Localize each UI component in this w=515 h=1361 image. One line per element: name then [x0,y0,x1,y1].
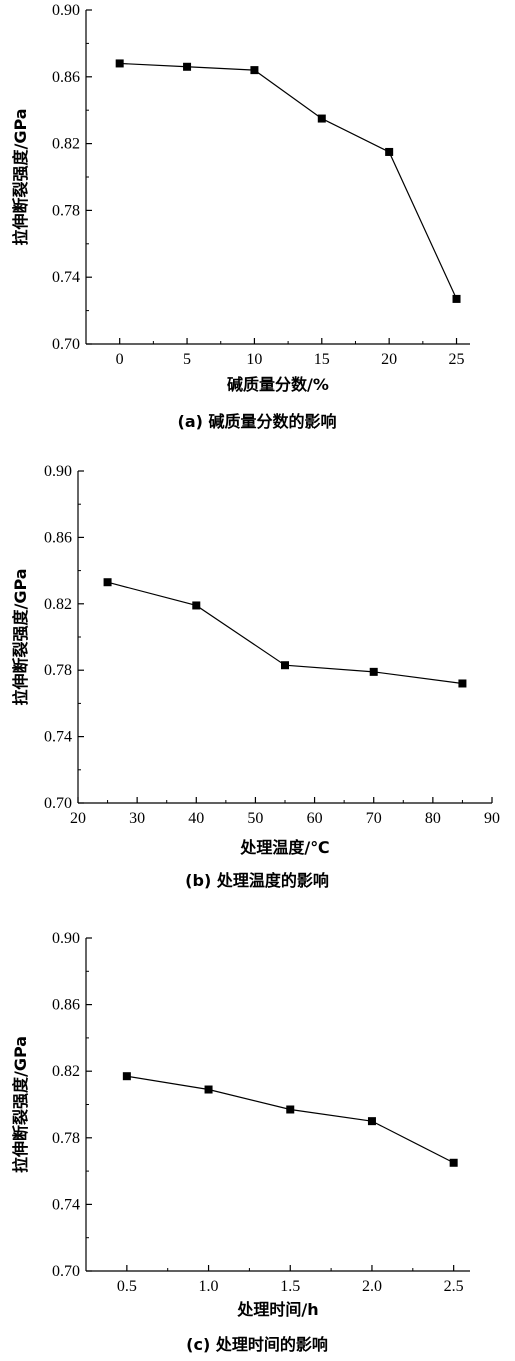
x-tick-label: 25 [449,351,465,368]
series-line [119,62,458,300]
data-point [103,578,112,587]
data-point [369,667,378,676]
x-tick-label: 80 [425,810,441,827]
x-tick-label: 30 [129,810,145,827]
x-tick-label: 70 [366,810,382,827]
data-point [122,1072,131,1081]
y-tick-label: 0.70 [44,795,72,812]
y-tick-label: 0.82 [52,1063,80,1080]
data-point [250,66,259,75]
x-axis-title: 碱质量分数/% [227,375,329,394]
panel-caption: (c) 处理时间的影响 [186,1335,328,1354]
y-tick-label: 0.82 [44,596,72,613]
x-tick-label: 1.0 [199,1278,219,1295]
y-axis-title: 拉伸断裂强度/GPa [11,1036,30,1173]
y-axis-title: 拉伸断裂强度/GPa [11,108,30,245]
series-line [126,1075,454,1164]
x-axis-title: 处理时间/h [236,1300,318,1319]
y-tick-label: 0.86 [44,529,72,546]
chart-panel-b: 0.70 0.74 0.78 0.82 0.86 0.90 20 30 40 50 60 70 80 90… [11,463,500,890]
chart-panel-c: 0.70 0.74 0.78 0.82 0.86 0.90 0.5 1.0 1.5 2.0 2.5 处… [11,930,470,1354]
y-tick-label: 0.78 [52,202,80,219]
x-tick-label: 20 [381,351,397,368]
data-point [115,59,124,68]
y-tick-label: 0.70 [52,336,80,353]
y-tick-label: 0.82 [52,136,80,153]
x-tick-label: 1.5 [280,1278,300,1295]
x-tick-label: 0.5 [117,1278,137,1295]
y-tick-label: 0.90 [52,930,80,947]
y-tick-label: 0.86 [52,69,80,86]
y-tick-label: 0.74 [44,729,72,746]
data-point [183,62,192,71]
data-point [367,1117,376,1126]
y-tick-label: 0.90 [44,463,72,480]
data-point [385,147,394,156]
x-tick-label: 40 [188,810,204,827]
x-tick-label: 5 [183,351,191,368]
chart-panel-a: 0.70 0.74 0.78 0.82 0.86 0.90 0 5 10 15 20 25 碱质量分数/… [11,2,470,431]
data-point [286,1105,295,1114]
y-tick-label: 0.86 [52,997,80,1014]
y-axis-title: 拉伸断裂强度/GPa [11,568,30,705]
data-point [192,601,201,610]
panel-caption: (b) 处理温度的影响 [185,871,329,890]
x-tick-label: 50 [247,810,263,827]
y-tick-label: 0.78 [44,662,72,679]
y-tick-label: 0.74 [52,1196,80,1213]
data-point [317,114,326,123]
y-tick-label: 0.70 [52,1263,80,1280]
x-axis-title: 处理温度/℃ [239,838,329,857]
x-tick-label: 10 [246,351,262,368]
data-point [281,661,289,670]
panel-caption: (a) 碱质量分数的影响 [178,412,337,431]
data-point [458,679,467,688]
x-tick-label: 2.0 [362,1278,382,1295]
data-point [204,1085,213,1094]
x-tick-label: 60 [307,810,323,827]
y-tick-label: 0.74 [52,269,80,286]
data-point [449,1158,458,1167]
data-point [452,294,461,303]
x-tick-label: 15 [314,351,330,368]
x-tick-label: 20 [70,810,86,827]
y-tick-label: 0.78 [52,1130,80,1147]
y-tick-label: 0.90 [52,2,80,19]
x-tick-label: 90 [484,810,500,827]
x-tick-label: 2.5 [444,1278,464,1295]
x-tick-label: 0 [116,351,124,368]
